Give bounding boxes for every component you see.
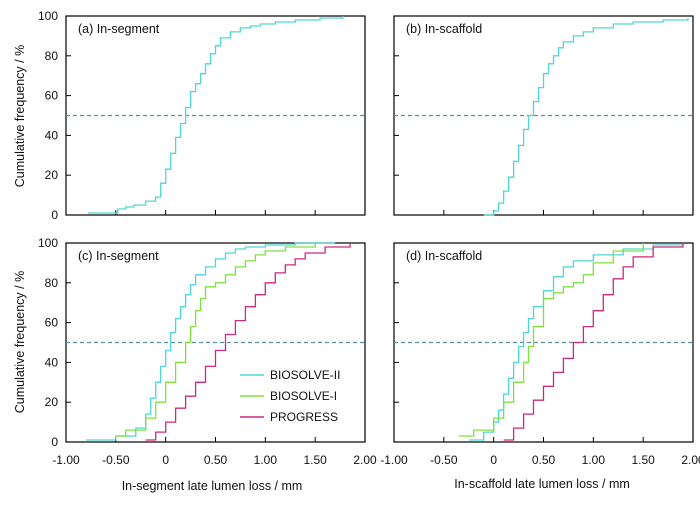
y-tick-label: 100	[38, 9, 58, 23]
panel-title: (d) In-scaffold	[406, 249, 482, 263]
x-tick-label: -0.50	[102, 453, 130, 467]
series-line-biosolve-ii	[483, 18, 689, 216]
x-tick-label: -1.00	[380, 453, 408, 467]
y-tick-label: 80	[45, 276, 59, 290]
legend-label: BIOSOLVE-I	[270, 389, 337, 403]
x-tick-label: 1.50	[631, 453, 655, 467]
y-tick-label: 0	[51, 435, 58, 449]
y-axis-title: Cumulative frequency / %	[13, 45, 27, 187]
y-tick-label: 80	[45, 49, 59, 63]
y-axis-title: Cumulative frequency / %	[13, 271, 27, 413]
y-tick-label: 20	[45, 168, 59, 182]
y-tick-label: 0	[51, 208, 58, 222]
panel-title: (a) In-segment	[78, 22, 160, 36]
series-line-biosolve-ii	[87, 16, 344, 214]
chart-panel-4: -1.00 -0.50 0 0.50 1.00 1.50 2.00 (d) In-scaffo…	[380, 242, 700, 467]
x-tick-label: 2.00	[681, 453, 700, 467]
x-tick-label: -0.50	[430, 453, 458, 467]
x-axis-title-left: In-segment late lumen loss / mm	[122, 479, 303, 493]
series-line-progress	[503, 243, 684, 441]
y-tick-label: 60	[45, 89, 59, 103]
x-tick-label: 2.00	[353, 453, 377, 467]
y-tick-label: 40	[45, 355, 59, 369]
legend-label: PROGRESS	[270, 410, 338, 424]
x-tick-label: -1.00	[52, 453, 80, 467]
series-line-biosolve-i	[115, 243, 316, 437]
chart-panel-1: 0 20 40 60 80 100 (a) In-segment	[38, 9, 366, 222]
series-line-progress	[145, 243, 351, 441]
chart-panel-2: (b) In-scaffold	[393, 15, 694, 216]
panel-title: (c) In-segment	[78, 249, 159, 263]
x-axis-title-right: In-scaffold late lumen loss / mm	[454, 477, 630, 491]
series-line-biosolve-ii	[468, 243, 684, 441]
x-tick-label: 1.00	[254, 453, 278, 467]
x-tick-label: 0.50	[204, 453, 228, 467]
chart-panel-3: -1.00 -0.50 0 0.50 1.00 1.50 2.00 0 20 40 60 80 100 (…	[38, 236, 377, 467]
x-tick-label: 1.50	[303, 453, 327, 467]
y-tick-label: 100	[38, 236, 58, 250]
series-line-biosolve-i	[458, 243, 644, 437]
y-tick-label: 60	[45, 316, 59, 330]
x-tick-label: 0	[490, 453, 497, 467]
x-tick-label: 1.00	[582, 453, 606, 467]
y-tick-label: 20	[45, 395, 59, 409]
panel-title: (b) In-scaffold	[406, 22, 482, 36]
x-tick-label: 0	[162, 453, 169, 467]
x-tick-label: 0.50	[532, 453, 556, 467]
series-line-biosolve-ii	[85, 242, 336, 441]
y-tick-label: 40	[45, 128, 59, 142]
legend-label: BIOSOLVE-II	[270, 368, 340, 382]
